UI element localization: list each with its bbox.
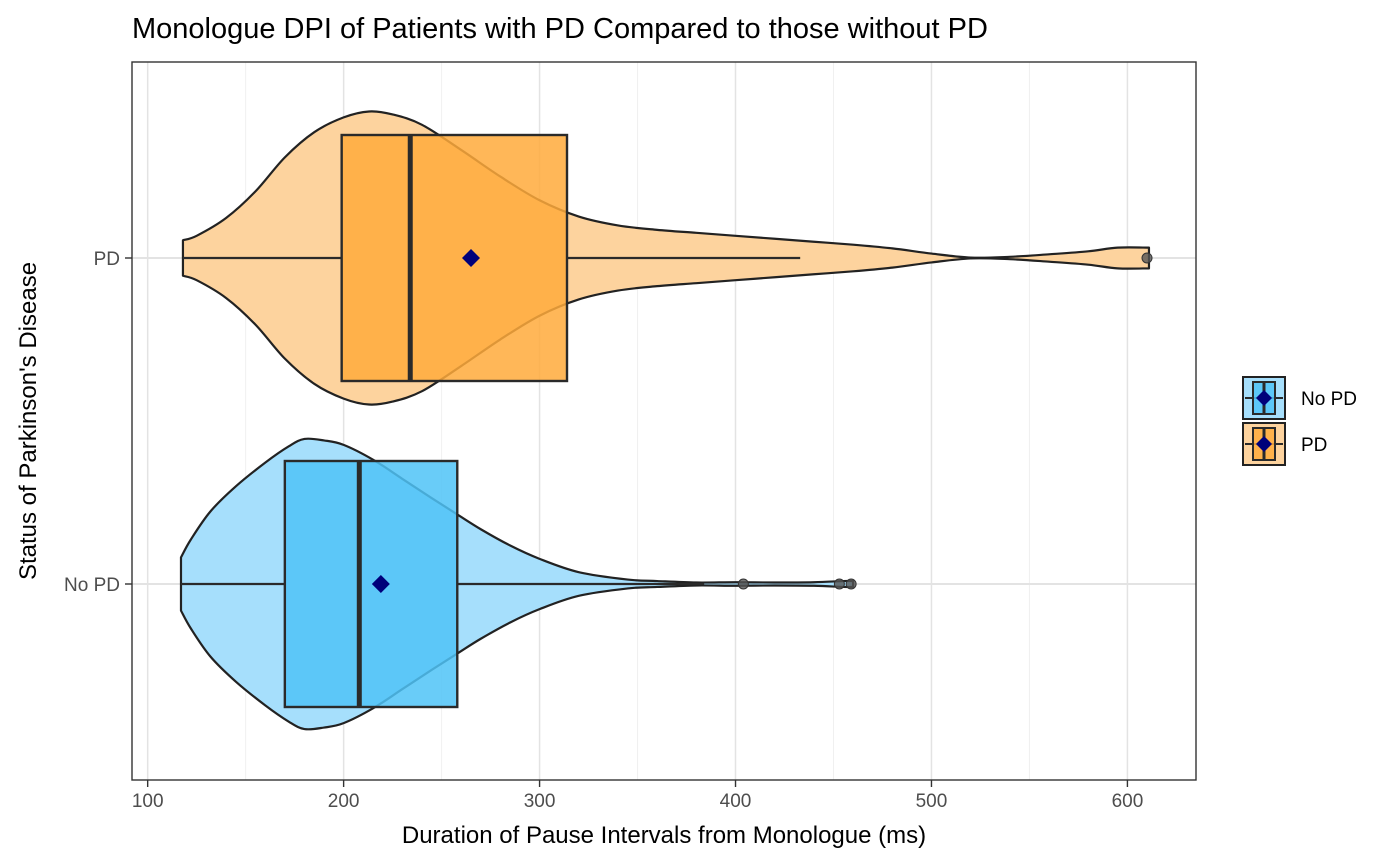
legend-item-pd: PD <box>1242 422 1327 466</box>
points <box>371 249 1153 593</box>
y-axis-title: Status of Parkinson's Disease <box>15 262 42 580</box>
x-tick-label: 400 <box>720 791 752 812</box>
mean-marker-pd <box>461 249 480 267</box>
legend-key-mean <box>1256 436 1272 452</box>
legend: No PD PD <box>1242 376 1357 466</box>
outlier-point <box>833 578 845 590</box>
box-pd <box>340 133 569 383</box>
y-tick-label: PD <box>94 249 120 270</box>
mean-marker-no-pd <box>371 575 390 593</box>
x-tick-label: 600 <box>1112 791 1144 812</box>
x-tick-label: 300 <box>524 791 556 812</box>
x-tick-label: 100 <box>132 791 164 812</box>
legend-key-mean <box>1256 390 1272 406</box>
box-no-pd <box>283 459 459 709</box>
axes: 100 200 300 400 500 600 No PD PD <box>64 249 1143 812</box>
boxplots <box>180 133 801 709</box>
x-tick-label: 200 <box>328 791 360 812</box>
x-tick-label: 500 <box>916 791 948 812</box>
chart-title: Monologue DPI of Patients with PD Compar… <box>132 13 988 45</box>
y-tick-label: No PD <box>64 575 120 596</box>
legend-label-no-pd: No PD <box>1301 389 1357 410</box>
outlier-point <box>737 578 749 590</box>
legend-label-pd: PD <box>1301 435 1327 456</box>
legend-item-no-pd: No PD <box>1242 376 1357 420</box>
plot-panel-border <box>131 61 1197 781</box>
outlier-point <box>1141 252 1153 264</box>
outlier-point <box>845 578 857 590</box>
x-axis-title: Duration of Pause Intervals from Monolog… <box>402 822 926 849</box>
